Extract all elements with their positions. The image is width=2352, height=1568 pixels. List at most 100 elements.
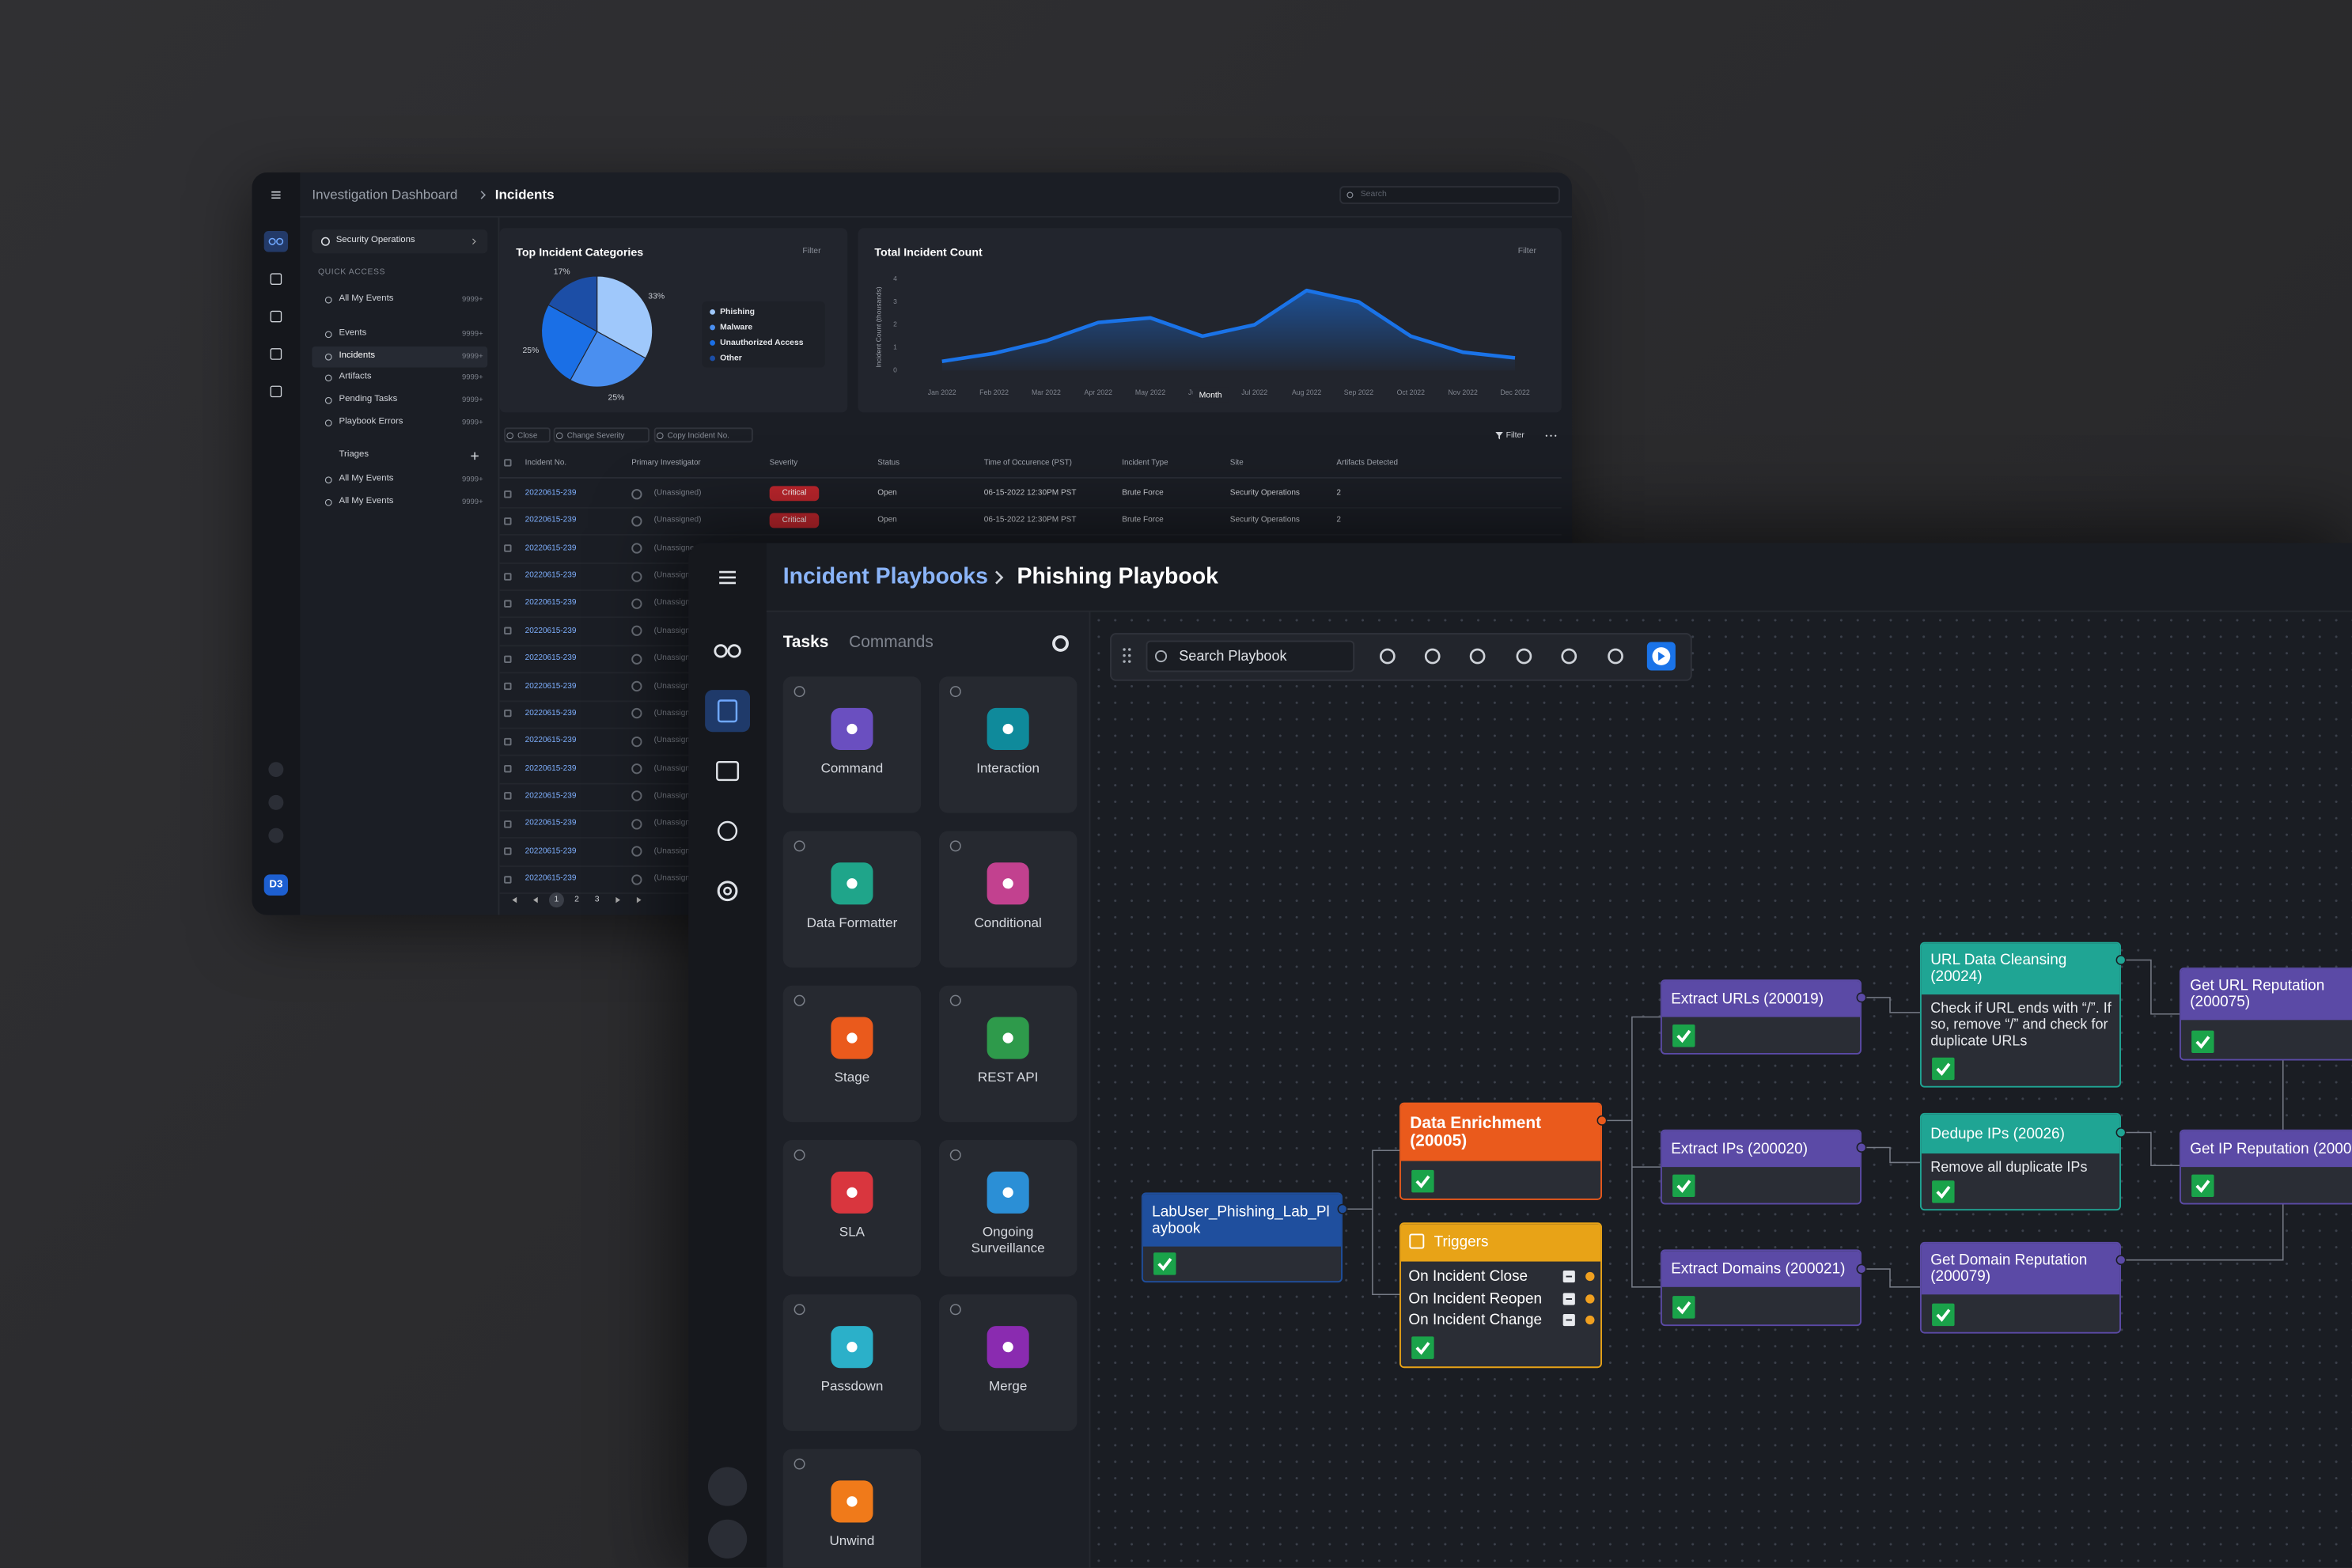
trigger-item: On Incident Reopen <box>1408 1290 1543 1308</box>
action-button[interactable] <box>504 427 551 443</box>
task-card[interactable]: Interaction <box>938 676 1078 813</box>
task-card[interactable]: REST API <box>938 985 1078 1123</box>
table-cell: 2 <box>1336 488 1341 498</box>
triage-item[interactable]: All My Events <box>339 497 394 506</box>
sidebar-item[interactable]: Incidents <box>339 351 376 361</box>
task-card[interactable]: Unwind <box>782 1449 922 1568</box>
tab-commands[interactable]: Commands <box>849 633 934 652</box>
page-number[interactable]: 1 <box>554 895 559 905</box>
task-label: Data Formatter <box>806 915 898 930</box>
triggers-node[interactable]: Triggers On Incident Close On Incident Reo… <box>1399 1222 1602 1369</box>
row-checkbox[interactable] <box>504 765 512 773</box>
task-glyph <box>846 878 858 889</box>
row-checkbox[interactable] <box>504 490 512 498</box>
check-mark <box>1676 1029 1691 1043</box>
incident-link[interactable]: 20220615-239 <box>525 874 577 884</box>
trigger-dot <box>1585 1294 1595 1304</box>
task-glyph <box>1002 1342 1013 1353</box>
icon <box>1346 191 1354 199</box>
incident-link[interactable]: 20220615-239 <box>525 709 577 718</box>
triggers-title: Triggers <box>1400 1224 1601 1262</box>
header-checkbox[interactable] <box>504 459 512 467</box>
incident-link[interactable]: 20220615-239 <box>525 819 577 828</box>
row-checkbox[interactable] <box>504 682 512 691</box>
row-checkbox[interactable] <box>504 544 512 553</box>
sidebar-item[interactable]: Playbook Errors <box>339 417 403 427</box>
action-button[interactable] <box>653 427 753 443</box>
active-rail-icon <box>705 690 751 733</box>
incident-link[interactable]: 20220615-239 <box>525 516 577 525</box>
sidebar-item[interactable]: All My Events <box>339 294 394 304</box>
incident-link[interactable]: 20220615-239 <box>525 653 577 664</box>
row-checkbox[interactable] <box>504 654 512 663</box>
check-mark <box>1936 1185 1951 1199</box>
x-tick-label: Apr 2022 <box>1085 388 1113 396</box>
pager-icon <box>533 896 538 903</box>
incident-link[interactable]: 20220615-239 <box>525 488 577 498</box>
row-checkbox[interactable] <box>504 600 512 608</box>
check-box <box>2191 1030 2214 1054</box>
header-rule <box>499 476 1562 479</box>
task-card[interactable]: SLA <box>782 1139 922 1277</box>
node-description: Remove all duplicate IPs <box>1930 1159 2088 1176</box>
rail-icon <box>268 828 284 843</box>
playbook-node[interactable]: Extract URLs (200019) <box>1660 979 1862 1055</box>
x-tick-label: Sep 2022 <box>1344 388 1373 396</box>
sidebar-item[interactable]: Pending Tasks <box>339 395 398 404</box>
org-select[interactable] <box>312 229 488 254</box>
task-card[interactable]: Command <box>782 676 922 813</box>
row-checkbox[interactable] <box>504 572 512 580</box>
sidebar-item[interactable]: Artifacts <box>339 372 372 382</box>
tab-tasks[interactable]: Tasks <box>782 633 829 652</box>
pager-icon <box>615 896 621 903</box>
incident-link[interactable]: 20220615-239 <box>525 681 577 691</box>
node-title: Dedupe IPs (20026) <box>1921 1114 2120 1154</box>
incident-link[interactable]: 20220615-239 <box>525 791 577 801</box>
y-axis-label: Incident Count (thousands) <box>874 286 882 367</box>
incident-link[interactable]: 20220615-239 <box>525 737 577 746</box>
page-number[interactable]: 3 <box>594 895 600 905</box>
chart-filter[interactable]: Filter <box>802 247 821 256</box>
page-number[interactable]: 2 <box>574 895 579 905</box>
icon <box>793 1149 805 1161</box>
check-box <box>1932 1057 1955 1081</box>
incident-link[interactable]: 20220615-239 <box>525 571 577 581</box>
search-input[interactable] <box>1146 640 1355 672</box>
investigator: (Unassigned) <box>653 846 702 856</box>
row-checkbox[interactable] <box>504 627 512 635</box>
playbook-node[interactable]: Data Enrichment (20005) <box>1399 1102 1602 1200</box>
incident-link[interactable]: 20220615-239 <box>525 543 577 553</box>
row-checkbox[interactable] <box>504 847 512 856</box>
search-box[interactable] <box>1339 186 1560 204</box>
row-checkbox[interactable] <box>504 792 512 801</box>
breadcrumb-root[interactable]: Incident Playbooks <box>782 563 988 590</box>
triage-item[interactable]: All My Events <box>339 474 394 484</box>
breadcrumb-root[interactable]: Investigation Dashboard <box>312 187 458 203</box>
chart-filter[interactable]: Filter <box>1517 247 1536 256</box>
more-icon <box>1545 434 1547 437</box>
row-checkbox[interactable] <box>504 737 512 745</box>
check-mark <box>2195 1036 2210 1049</box>
row-checkbox[interactable] <box>504 875 512 883</box>
playbook-node[interactable]: URL Data Cleansing (20024) Check if URL e… <box>1919 941 2122 1088</box>
incident-link[interactable]: 20220615-239 <box>525 846 577 856</box>
sidebar-count: 9999+ <box>461 330 483 339</box>
task-card[interactable]: Data Formatter <box>782 831 922 968</box>
incident-link[interactable]: 20220615-239 <box>525 599 577 608</box>
incident-link[interactable]: 20220615-239 <box>525 763 577 774</box>
legend-box <box>702 301 825 368</box>
task-card[interactable]: Passdown <box>782 1294 922 1431</box>
row-checkbox[interactable] <box>504 820 512 828</box>
sidebar-item[interactable]: Events <box>339 329 367 339</box>
investigator: (Unassigned) <box>653 709 702 718</box>
playbook-node[interactable]: Get IP Reputation (20007 <box>2179 1129 2352 1205</box>
row-checkbox[interactable] <box>504 517 512 525</box>
row-checkbox[interactable] <box>504 710 512 718</box>
table-filter[interactable]: Filter <box>1506 430 1524 440</box>
drag-dot <box>1123 648 1126 651</box>
incident-link[interactable]: 20220615-239 <box>525 626 577 636</box>
x-tick-label: Mar 2022 <box>1032 388 1061 396</box>
avatar <box>631 653 642 665</box>
action-button[interactable] <box>553 427 650 443</box>
playbook-node[interactable]: Dedupe IPs (20026) Remove all duplicate I… <box>1919 1112 2122 1211</box>
